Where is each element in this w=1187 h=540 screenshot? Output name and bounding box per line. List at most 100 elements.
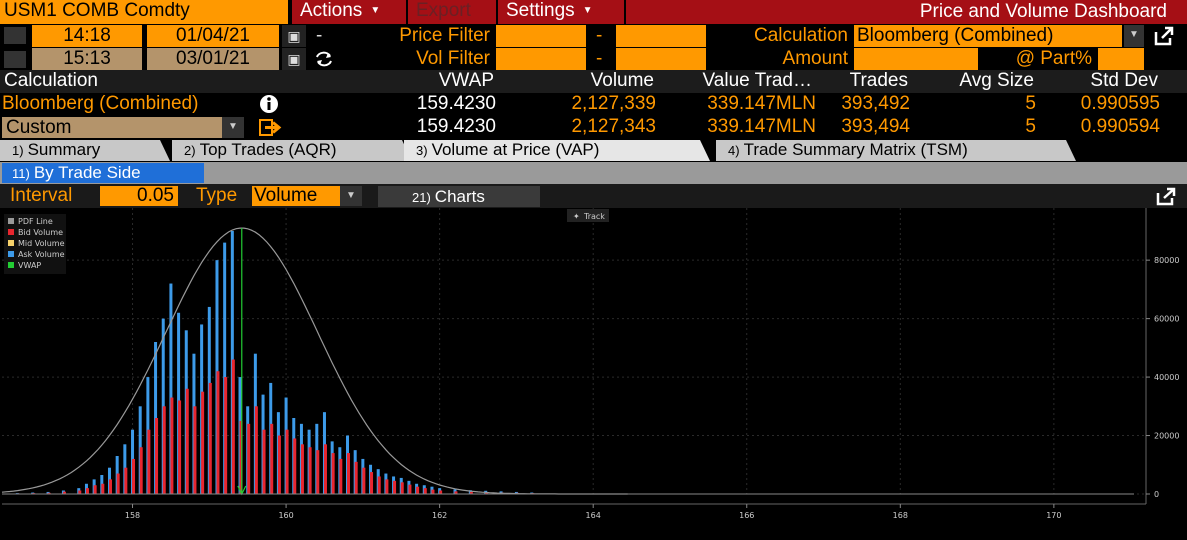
tab-volume-at-price[interactable]: 3) Volume at Price (VAP) xyxy=(404,140,710,161)
refresh-icon[interactable] xyxy=(312,48,336,70)
vol-filter-max-input[interactable] xyxy=(616,48,706,70)
calculation-select[interactable]: Bloomberg (Combined) xyxy=(854,25,1122,47)
bid-volume-bar xyxy=(216,371,220,494)
bid-volume-bar xyxy=(262,429,266,494)
price-filter-min-input[interactable] xyxy=(496,25,586,47)
bid-volume-bar xyxy=(270,423,274,494)
bid-volume-bar xyxy=(78,490,82,494)
actions-menu[interactable]: Actions ▼ xyxy=(292,0,406,24)
bid-volume-bar xyxy=(323,444,327,494)
bid-volume-bar xyxy=(339,458,343,494)
vwap-value: 159.4230 xyxy=(416,116,496,137)
bid-volume-bar xyxy=(139,447,143,494)
volume-at-price-chart[interactable]: 0 20000 40000 60000 80000 158 160 162 164 166 168 1… xyxy=(0,208,1187,540)
calculation-label: Calculation xyxy=(754,25,848,46)
bid-volume-bar xyxy=(316,450,320,494)
settings-label: Settings xyxy=(506,0,575,22)
bid-volume-bar xyxy=(377,476,381,494)
pop-out-icon[interactable] xyxy=(1153,25,1175,47)
tab-label: Volume at Price (VAP) xyxy=(431,140,600,159)
bid-volume-bar xyxy=(247,423,251,494)
trades-value: 393,494 xyxy=(841,116,910,137)
col-header-volume: Volume xyxy=(590,70,654,91)
bid-volume-bar xyxy=(408,484,412,494)
ask-volume-bar xyxy=(161,318,165,494)
bid-volume-bar xyxy=(162,406,166,494)
chevron-down-icon[interactable]: ▼ xyxy=(1124,25,1144,47)
vwap-value: 159.4230 xyxy=(416,93,496,114)
actions-label: Actions xyxy=(300,0,363,22)
bid-volume-bar xyxy=(116,473,120,494)
export-menu: Export xyxy=(408,0,496,24)
calendar-icon[interactable]: ▣ xyxy=(282,25,306,47)
chevron-down-icon[interactable]: ▼ xyxy=(340,186,362,206)
price-filter-max-input[interactable] xyxy=(616,25,706,47)
x-tick-label: 168 xyxy=(893,511,908,520)
row-selector[interactable] xyxy=(4,27,26,44)
bid-volume-bar xyxy=(124,467,128,494)
value-traded-value: 339.147MLN xyxy=(707,93,816,114)
type-label: Type xyxy=(196,185,238,206)
y-tick-label: 80000 xyxy=(1154,256,1179,265)
settings-menu[interactable]: Settings ▼ xyxy=(498,0,624,24)
info-icon[interactable] xyxy=(258,94,280,114)
page-title: Price and Volume Dashboard xyxy=(919,1,1167,22)
participation-input[interactable] xyxy=(1098,48,1144,70)
legend-label: Mid Volume xyxy=(18,239,65,248)
bid-volume-bar xyxy=(254,406,258,494)
stats-table-header: Calculation VWAP Volume Value Trad… Trad… xyxy=(0,70,1187,93)
std-dev-value: 0.990594 xyxy=(1080,116,1160,137)
y-tick-label: 20000 xyxy=(1154,432,1179,441)
bid-volume-bar xyxy=(170,397,174,494)
legend-box xyxy=(4,214,66,274)
custom-calc-select[interactable]: Custom xyxy=(2,117,222,138)
avg-size-value: 5 xyxy=(1025,116,1036,137)
tab-trade-summary-matrix[interactable]: 4) Trade Summary Matrix (TSM) xyxy=(716,140,1076,161)
end-time-field[interactable]: 15:13 xyxy=(32,48,142,70)
tab-summary[interactable]: 1) Summary xyxy=(0,140,170,161)
bid-volume-bar xyxy=(423,488,427,494)
bid-volume-bar xyxy=(193,406,197,494)
charts-button[interactable]: 21) Charts xyxy=(378,186,540,207)
amount-input[interactable] xyxy=(854,48,978,70)
pop-out-icon[interactable] xyxy=(1155,186,1177,207)
subtab-bar xyxy=(0,162,1187,184)
type-select[interactable]: Volume xyxy=(252,186,340,206)
track-button[interactable]: ✦ Track xyxy=(567,209,609,222)
bid-volume-bar xyxy=(185,388,189,494)
col-header-avg-size: Avg Size xyxy=(959,70,1034,91)
y-tick-label: 0 xyxy=(1154,490,1159,499)
amount-label: Amount xyxy=(782,48,848,69)
chevron-down-icon[interactable]: ▼ xyxy=(222,117,244,138)
bid-volume-bar xyxy=(370,472,374,494)
interval-label: Interval xyxy=(10,185,73,206)
bid-volume-bar xyxy=(431,489,435,494)
legend-label: PDF Line xyxy=(18,217,53,226)
bid-volume-bar xyxy=(347,453,351,494)
row-selector[interactable] xyxy=(4,51,26,68)
bid-volume-bar xyxy=(239,420,243,494)
calendar-icon[interactable]: ▣ xyxy=(282,48,306,70)
table-row[interactable]: Bloomberg (Combined) 159.4230 2,127,339 … xyxy=(0,93,1187,116)
volume-value: 2,127,339 xyxy=(571,93,656,114)
security-ticker[interactable]: USM1 COMB Comdty xyxy=(0,0,288,24)
subtab-by-trade-side[interactable]: 11) By Trade Side xyxy=(2,163,204,183)
tab-label: Summary xyxy=(27,140,101,159)
start-date-field[interactable]: 01/04/21 xyxy=(147,25,279,47)
legend-swatch xyxy=(8,229,14,235)
price-filter-label: Price Filter xyxy=(399,25,490,46)
vol-filter-min-input[interactable] xyxy=(496,48,586,70)
table-row[interactable]: Custom ▼ 159.4230 2,127,343 339.147MLN 3… xyxy=(0,116,1187,139)
bid-volume-bar xyxy=(178,400,182,494)
tab-top-trades[interactable]: 2) Top Trades (AQR) xyxy=(172,140,412,161)
ask-volume-bar xyxy=(223,242,227,494)
tab-label: Top Trades (AQR) xyxy=(199,140,337,159)
tab-label: Trade Summary Matrix (TSM) xyxy=(743,140,968,159)
bid-volume-bar xyxy=(101,483,105,494)
interval-input[interactable]: 0.05 xyxy=(100,186,178,206)
participation-label: @ Part% xyxy=(1015,48,1092,69)
calc-name: Bloomberg (Combined) xyxy=(2,93,199,114)
start-time-field[interactable]: 14:18 xyxy=(32,25,142,47)
apply-arrow-icon[interactable] xyxy=(258,117,284,138)
end-date-field[interactable]: 03/01/21 xyxy=(147,48,279,70)
